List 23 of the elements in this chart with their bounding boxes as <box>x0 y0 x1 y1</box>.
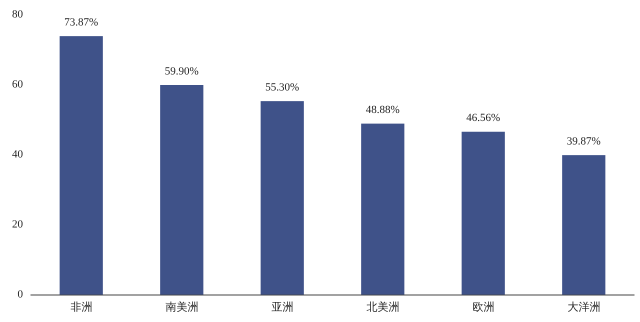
data-label: 46.56% <box>466 112 500 124</box>
bar <box>260 101 304 295</box>
data-label: 39.87% <box>566 136 601 148</box>
y-tick-label: 80 <box>12 8 24 20</box>
bar <box>60 36 103 295</box>
bar <box>562 155 606 295</box>
bar <box>462 132 505 295</box>
x-tick-label: 南美洲 <box>165 300 198 314</box>
data-label: 59.90% <box>164 65 199 78</box>
x-tick-label: 大洋洲 <box>567 300 600 314</box>
x-tick-label: 欧洲 <box>472 300 494 314</box>
y-tick-label: 20 <box>12 218 24 231</box>
data-label: 73.87% <box>64 16 98 28</box>
y-tick-label: 60 <box>12 78 24 91</box>
data-label: 55.30% <box>265 82 300 94</box>
bar <box>361 124 404 295</box>
data-label: 48.88% <box>366 104 400 116</box>
y-tick-label: 0 <box>18 288 24 301</box>
x-tick-label: 北美洲 <box>366 300 400 314</box>
bar <box>160 85 204 295</box>
y-tick-label: 40 <box>12 148 24 161</box>
x-tick-label: 非洲 <box>70 300 92 314</box>
x-tick-label: 亚洲 <box>271 300 294 314</box>
